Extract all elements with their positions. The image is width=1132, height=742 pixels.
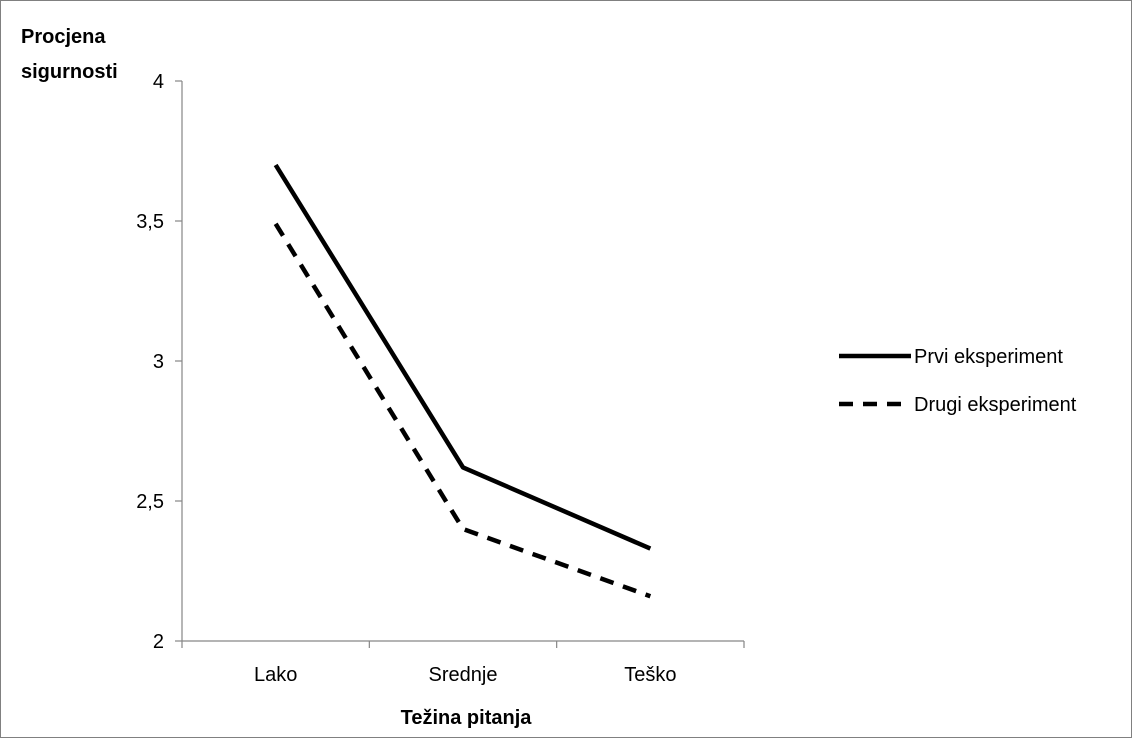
- x-tick-label: Teško: [624, 664, 676, 686]
- legend: Prvi eksperiment Drugi eksperiment: [839, 346, 1077, 416]
- y-tick-label: 3: [153, 351, 164, 373]
- y-tick-label: 2,5: [136, 491, 164, 513]
- series-line-drugi-eksperiment: [273, 222, 652, 599]
- legend-label-prvi-eksperiment: Prvi eksperiment: [914, 346, 1063, 368]
- x-axis-title: Težina pitanja: [401, 707, 533, 729]
- y-axis-title-line-2: sigurnosti: [21, 61, 118, 83]
- legend-label-drugi-eksperiment: Drugi eksperiment: [914, 394, 1077, 416]
- x-tick-label: Lako: [254, 664, 297, 686]
- series-layer: [273, 163, 652, 599]
- y-axis-ticks: 2 2,5 3 3,5 4: [136, 71, 182, 653]
- y-axis-title-line-1: Procjena: [21, 26, 106, 48]
- y-axis-title: Procjena sigurnosti: [21, 26, 118, 83]
- y-tick-label: 2: [153, 631, 164, 653]
- y-tick-label: 3,5: [136, 211, 164, 233]
- series-line-prvi-eksperiment: [273, 163, 652, 551]
- x-axis-ticks: Lako Srednje Teško: [181, 641, 745, 686]
- y-tick-label: 4: [153, 71, 164, 93]
- x-tick-label: Srednje: [429, 664, 498, 686]
